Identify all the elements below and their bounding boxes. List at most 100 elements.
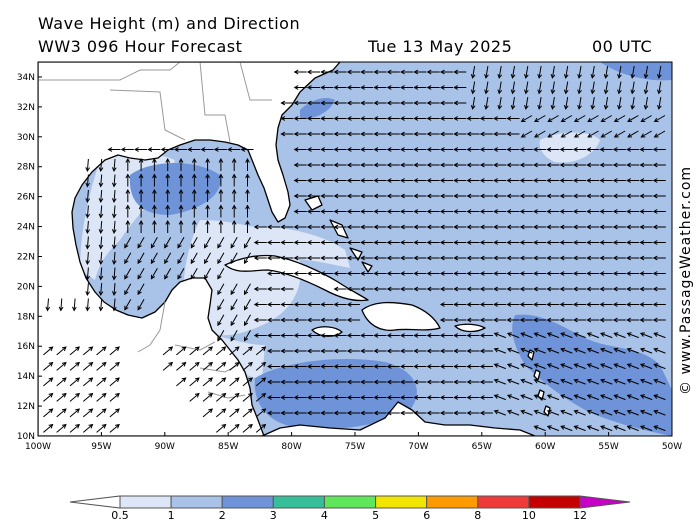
wave-arrow — [320, 193, 334, 199]
wave-arrow — [613, 130, 626, 138]
wave-arrow — [653, 394, 666, 401]
wave-arrow — [466, 193, 480, 199]
wave-arrow — [253, 333, 267, 338]
wave-arrow — [506, 162, 520, 168]
wave-arrow — [493, 224, 507, 230]
wave-arrow — [639, 363, 653, 370]
wave-arrow — [333, 224, 347, 230]
wave-arrow — [306, 193, 320, 199]
wave-arrow — [586, 147, 600, 152]
wave-arrow — [346, 379, 360, 385]
wave-arrow — [586, 255, 600, 261]
wave-arrow — [426, 379, 440, 385]
wave-arrow — [413, 100, 427, 106]
wave-arrow — [386, 271, 400, 276]
wave-arrow — [599, 271, 613, 276]
wave-arrow — [572, 162, 586, 168]
wave-arrow — [150, 237, 158, 249]
wave-arrow — [479, 240, 493, 245]
wave-arrow — [453, 255, 467, 261]
wave-arrow — [479, 131, 493, 137]
wave-arrow — [306, 348, 320, 354]
wave-arrow — [546, 286, 560, 292]
wave-arrow — [493, 409, 506, 416]
wave-arrow — [85, 174, 91, 188]
wave-arrow — [320, 271, 334, 276]
north-america — [38, 62, 341, 436]
wave-arrow — [533, 332, 546, 339]
legend-swatch — [426, 495, 479, 509]
wave-arrow — [426, 69, 440, 75]
wave-arrow — [586, 394, 600, 401]
wave-arrow — [439, 116, 453, 121]
wave-arrow — [373, 410, 387, 416]
wave-arrow — [69, 423, 81, 433]
wave-arrow — [333, 147, 347, 152]
wave-arrow — [479, 193, 493, 199]
wave-arrow — [572, 147, 586, 152]
wave-arrow — [520, 378, 533, 385]
wave-arrow — [306, 85, 320, 90]
wave-arrow — [400, 224, 414, 230]
wave-arrow — [176, 346, 187, 356]
wave-arrow — [231, 188, 237, 202]
wave-arrow — [439, 224, 453, 230]
wave-arrow — [320, 178, 334, 183]
wave-arrow — [439, 178, 453, 183]
wave-arrow — [426, 410, 440, 416]
wave-arrow — [413, 209, 427, 214]
wave-arrow — [360, 240, 374, 245]
wave-arrow — [267, 333, 281, 338]
wave-arrow — [205, 173, 210, 187]
wave-arrow — [231, 173, 237, 187]
wave-arrow — [217, 314, 225, 327]
wave-arrow — [426, 255, 440, 261]
wave-arrow — [612, 302, 626, 307]
wave-arrow — [333, 85, 347, 90]
wave-arrow — [245, 188, 250, 202]
wave-arrow — [493, 271, 507, 276]
wave-arrow — [484, 97, 489, 110]
wave-arrow — [333, 271, 347, 276]
wave-arrow — [652, 302, 666, 307]
lat-label: 12N — [17, 402, 35, 412]
lon-label: 80W — [281, 442, 301, 452]
wave-arrow — [82, 408, 94, 418]
wave-arrow — [333, 348, 347, 354]
wave-arrow — [85, 298, 91, 312]
wave-arrow — [320, 410, 334, 416]
wave-arrow — [280, 116, 294, 121]
wave-arrow — [573, 347, 586, 354]
wave-arrow — [453, 131, 467, 137]
wave-arrow — [533, 240, 547, 245]
wave-arrow — [559, 271, 573, 276]
wave-arrow — [360, 100, 374, 106]
wave-arrow — [439, 100, 453, 106]
wave-arrow — [453, 317, 467, 323]
wave-arrow — [229, 423, 240, 433]
wave-arrow — [657, 97, 662, 110]
wave-arrow — [293, 69, 307, 75]
wave-arrow — [386, 255, 400, 261]
wave-arrow — [533, 394, 546, 401]
wave-arrow — [497, 66, 503, 79]
wave-arrow — [599, 286, 613, 292]
wave-arrow — [43, 423, 54, 433]
wave-arrow — [152, 157, 157, 171]
legend-swatch — [375, 495, 428, 509]
wave-arrow — [626, 162, 640, 168]
wave-arrow — [293, 193, 307, 199]
wave-arrow — [626, 286, 640, 292]
wave-arrow — [98, 251, 104, 266]
wave-arrow — [360, 364, 374, 369]
wave-arrow — [599, 162, 613, 168]
wave-arrow — [599, 178, 613, 183]
wave-arrow — [586, 240, 600, 245]
wave-arrow — [333, 302, 347, 307]
wave-arrow — [470, 81, 476, 95]
wave-arrow — [360, 224, 374, 230]
wave-arrow — [137, 299, 145, 311]
wave-arrow — [586, 178, 600, 183]
wave-arrow — [626, 271, 640, 276]
wave-arrow — [453, 193, 467, 199]
